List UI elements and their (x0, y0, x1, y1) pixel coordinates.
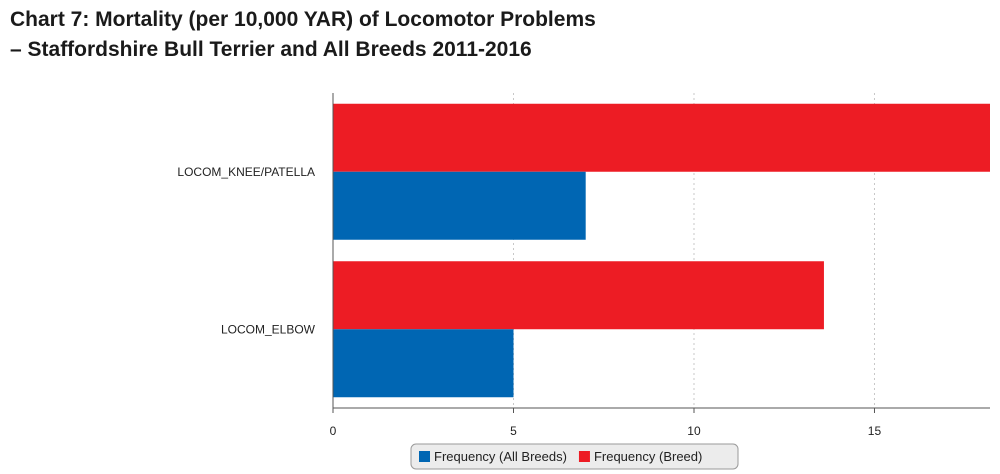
legend-swatch-1 (578, 451, 590, 462)
legend: Frequency (All Breeds) Frequency (Breed) (410, 443, 739, 470)
category-label: LOCOM_ELBOW (221, 322, 316, 336)
legend-swatch-0 (419, 451, 430, 462)
label-layer: 0 5 10 15 LOCOM_KNEE/PATELLA LOCOM_ELBOW (177, 165, 881, 438)
chart-title-line2: – Staffordshire Bull Terrier and All Bre… (10, 38, 532, 61)
bar-layer (333, 103, 990, 398)
bar-all-breeds-0 (333, 171, 586, 240)
bar-breed-0 (333, 103, 990, 172)
bar-all-breeds-1 (333, 329, 514, 398)
x-tick-label: 10 (687, 424, 701, 438)
legend-label-1: Frequency (Breed) (594, 449, 702, 464)
bar-breed-1 (333, 261, 824, 330)
axis-layer (332, 93, 990, 413)
x-tick-label: 5 (510, 424, 517, 438)
x-tick-label: 0 (330, 424, 337, 438)
category-label: LOCOM_KNEE/PATELLA (177, 165, 315, 179)
legend-box (410, 443, 739, 470)
x-tick-label: 15 (868, 424, 882, 438)
chart-title-line1: Chart 7: Mortality (per 10,000 YAR) of L… (10, 8, 596, 31)
legend-label-0: Frequency (All Breeds) (434, 449, 567, 464)
